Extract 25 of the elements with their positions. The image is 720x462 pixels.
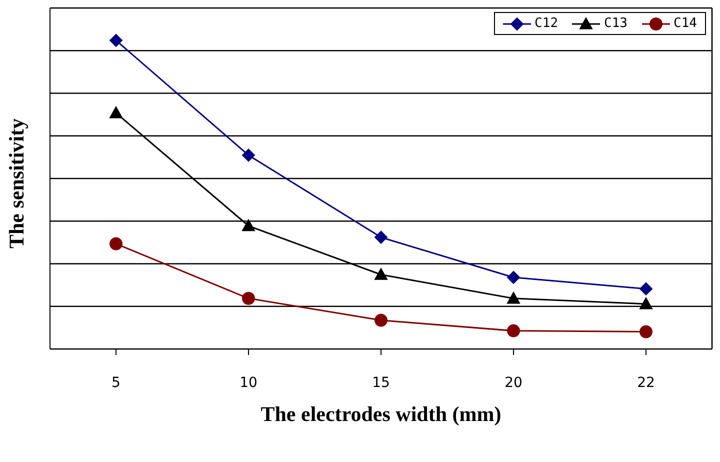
point	[507, 292, 520, 304]
point	[110, 106, 122, 118]
x-axis-title: The electrodes width (mm)	[260, 402, 502, 426]
point	[110, 34, 122, 47]
point	[374, 314, 388, 327]
x-tick-label: 10	[240, 374, 258, 391]
point	[640, 297, 652, 310]
x-tick-label: 5	[112, 374, 120, 391]
point	[374, 230, 388, 244]
point	[507, 270, 520, 284]
point	[242, 148, 255, 162]
point	[374, 268, 388, 280]
point	[640, 282, 652, 296]
legend-label: C13	[604, 16, 628, 31]
x-tick-label: 20	[504, 374, 522, 391]
y-axis-title: The sensitivity	[4, 118, 28, 248]
point	[242, 292, 255, 305]
legend-label: C14	[674, 16, 697, 31]
point	[242, 219, 255, 232]
legend-label: C12	[534, 16, 558, 31]
x-tick-label: 15	[372, 374, 390, 391]
point	[640, 325, 652, 338]
point	[110, 237, 122, 250]
x-tick-label: 22	[637, 374, 655, 391]
point	[507, 324, 520, 338]
